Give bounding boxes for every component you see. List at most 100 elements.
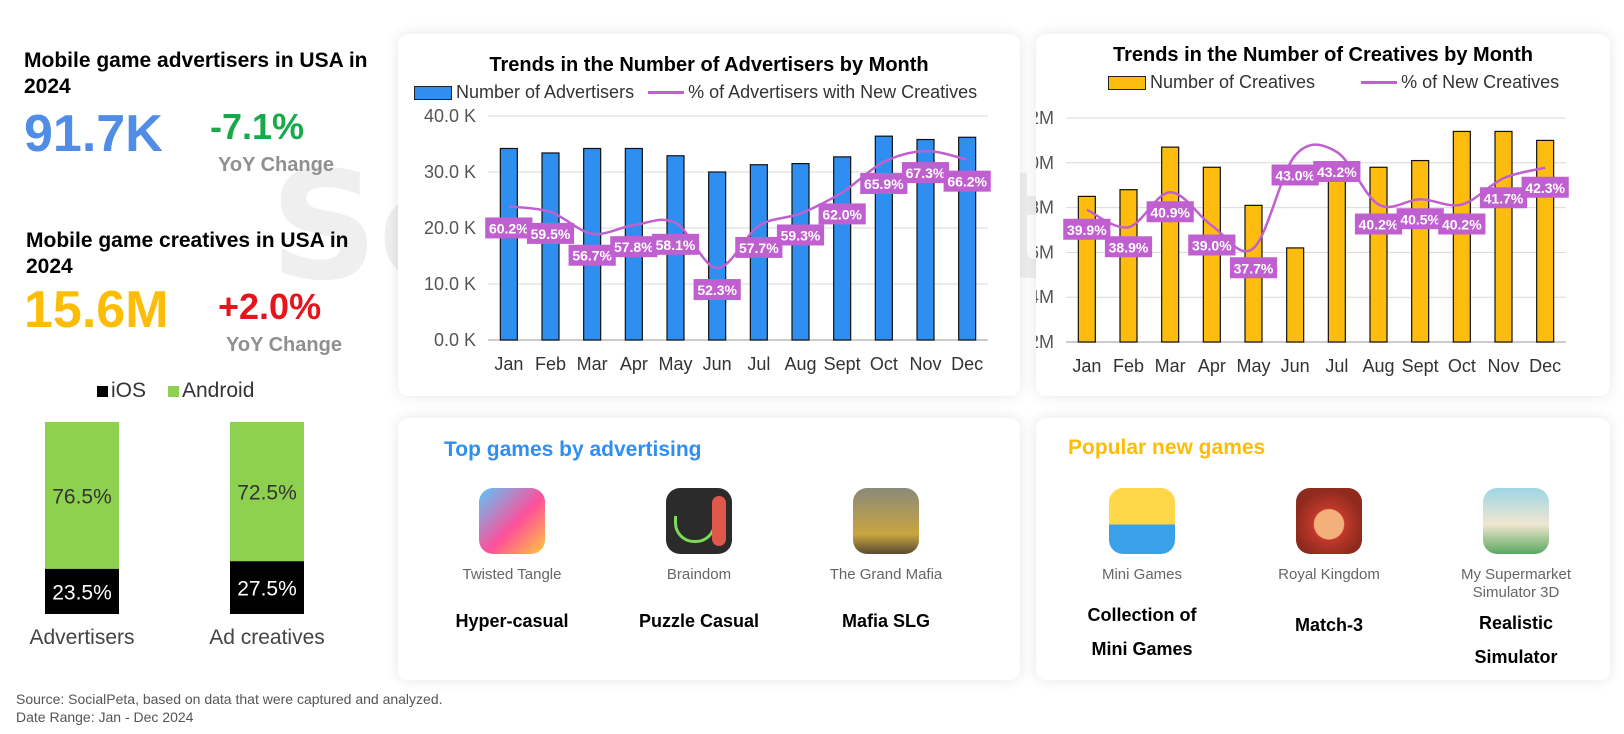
y-tick-label: 40.0 K (424, 106, 476, 126)
x-tick-label: Jul (747, 354, 770, 374)
x-tick-label: Apr (620, 354, 648, 374)
creatives-title: Mobile game creatives in USA in 2024 (26, 229, 349, 278)
x-tick-label: Jul (1325, 356, 1348, 376)
x-tick-label: Dec (951, 354, 983, 374)
game-royal-kingdom[interactable]: Royal Kingdom Match-3 (1239, 488, 1419, 642)
y-tick-label: 0.0 K (434, 330, 476, 350)
data-label-bg (651, 233, 700, 255)
bar (708, 171, 727, 341)
game-name: Royal Kingdom (1278, 566, 1380, 583)
data-label-bg (1063, 218, 1111, 240)
data-label: 40.9% (1150, 204, 1190, 220)
source-text: Source: SocialPeta, based on data that w… (16, 691, 443, 707)
bar (1161, 146, 1180, 343)
royal-kingdom-icon (1296, 488, 1362, 554)
data-label: 43.0% (1275, 168, 1315, 184)
bar (1369, 166, 1388, 343)
data-label-bg (901, 162, 950, 184)
legend-creatives-line (1361, 81, 1398, 84)
advertisers-chart-card: Trends in the Number of Advertisers by M… (398, 34, 1020, 396)
bar (833, 156, 852, 341)
data-label: 38.9% (1109, 239, 1149, 255)
y-tick-label: 2.4M (1036, 287, 1054, 307)
x-tick-label: Jan (1072, 356, 1101, 376)
game-category-line1: Realistic (1478, 613, 1554, 633)
data-label-bg (568, 244, 616, 266)
bar (1327, 177, 1346, 343)
android-label: 76.5% (52, 485, 112, 508)
data-label-bg (1396, 208, 1444, 230)
legend-advertisers-pct-label: % of Advertisers with New Creatives (688, 82, 978, 102)
data-label: 67.3% (906, 165, 946, 181)
game-my-supermarket[interactable]: My Supermarket Simulator 3D Realistic Si… (1426, 488, 1606, 674)
category-label: Advertisers (29, 626, 134, 649)
game-twisted-tangle[interactable]: Twisted Tangle Hyper-casual (422, 488, 602, 638)
data-label: 52.3% (697, 282, 737, 298)
legend-advertisers-line (648, 91, 685, 94)
bar (958, 136, 977, 341)
game-category: Mafia SLG (841, 611, 930, 631)
creatives-yoy-label: YoY Change (226, 334, 342, 356)
top-games-title: Top games by advertising (444, 438, 702, 461)
game-grand-mafia[interactable]: The Grand Mafia Mafia SLG (796, 488, 976, 638)
x-tick-label: May (1236, 356, 1270, 376)
data-label: 57.8% (614, 239, 654, 255)
data-label: 39.9% (1067, 222, 1107, 238)
game-name: The Grand Mafia (829, 566, 943, 583)
data-label: 58.1% (656, 237, 696, 253)
data-label: 66.2% (947, 174, 987, 190)
legend-android-label: Android (182, 379, 254, 402)
data-label-bg (943, 170, 991, 192)
game-category: Puzzle Casual (638, 611, 760, 631)
data-label: 59.5% (531, 226, 571, 242)
creatives-chart-legend: Number of Creatives % of New Creatives (1108, 72, 1559, 93)
bar-ios (230, 561, 304, 614)
data-label-bg (1104, 236, 1153, 258)
popular-games-title: Popular new games (1068, 436, 1266, 459)
legend-ios-swatch (97, 386, 108, 397)
data-label-bg (485, 217, 533, 239)
x-tick-label: Nov (1487, 356, 1519, 376)
data-label-bg (1438, 213, 1486, 235)
data-label-bg (818, 203, 866, 225)
creatives-bar-line-chart: 2.2M 2.4M 2.6M 2.8M 3.0M 3.2M Jan Feb Mar Apr May J… (1036, 108, 1569, 376)
data-label: 62.0% (822, 206, 862, 222)
data-label-bg (610, 236, 658, 258)
x-tick-label: Feb (535, 354, 566, 374)
y-tick-label: 2.6M (1036, 242, 1054, 262)
game-category: Match-3 (1294, 615, 1363, 635)
x-tick-label: May (658, 354, 692, 374)
top-games-card: Top games by advertising Twisted Tangle … (398, 418, 1020, 680)
advertisers-total: 91.7K (24, 105, 163, 163)
game-category: Hyper-casual (455, 611, 569, 631)
advertisers-chart-legend: Number of Advertisers % of Advertisers w… (414, 82, 977, 103)
data-label-bg (1479, 187, 1528, 209)
category-label: Ad creatives (209, 626, 325, 649)
bar (1286, 247, 1305, 343)
x-tick-label: Sept (1402, 356, 1439, 376)
x-tick-label: Sept (824, 354, 861, 374)
bar (583, 147, 602, 341)
bar-android (45, 422, 119, 569)
game-mini-games[interactable]: Mini Games Collection of Mini Games (1052, 488, 1232, 666)
bar (916, 138, 935, 341)
game-braindom[interactable]: Braindom Puzzle Casual (609, 488, 789, 638)
date-range-text: Date Range: Jan - Dec 2024 (16, 709, 194, 725)
series-line (1086, 143, 1546, 253)
ios-label: 27.5% (237, 578, 297, 601)
game-category-line1: Collection of (1087, 605, 1197, 625)
data-label-bg (1271, 164, 1319, 186)
legend-creatives-pct-label: % of New Creatives (1401, 72, 1560, 92)
advertisers-yoy-value: -7.1% (210, 106, 305, 147)
x-tick-label: Jun (703, 354, 732, 374)
data-label: 60.2% (489, 220, 529, 236)
data-label-bg (1354, 213, 1403, 235)
data-label-bg (1229, 257, 1278, 279)
game-category-line2: Mini Games (1091, 639, 1193, 659)
data-label-bg (693, 279, 741, 301)
y-tick-label: 3.0M (1036, 153, 1054, 173)
data-label-bg (1313, 161, 1361, 182)
x-tick-label: Mar (577, 354, 608, 374)
game-name: Mini Games (1101, 566, 1183, 583)
bar (1077, 195, 1096, 343)
